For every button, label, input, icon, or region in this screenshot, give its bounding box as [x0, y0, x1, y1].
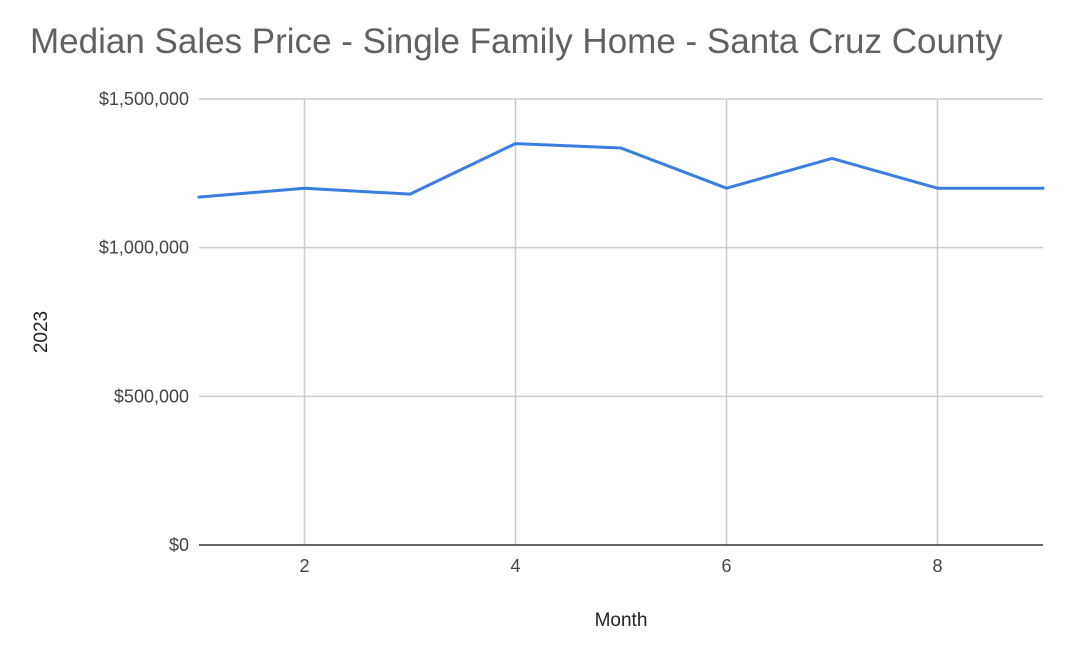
y-axis-title: 2023 — [31, 311, 52, 353]
data-point — [936, 186, 939, 190]
x-tick-label: 4 — [510, 556, 520, 576]
data-point — [197, 195, 201, 199]
x-tick-label: 2 — [299, 556, 309, 576]
data-point — [514, 142, 517, 146]
series-line — [197, 142, 1045, 199]
data-point — [1041, 186, 1045, 190]
series-layer — [197, 142, 1045, 199]
data-point — [619, 146, 623, 150]
chart-title: Median Sales Price - Single Family Home … — [30, 22, 1003, 61]
data-point — [725, 186, 728, 190]
data-point — [830, 156, 834, 160]
y-tick-label: $0 — [169, 535, 189, 555]
x-tick-label: 6 — [721, 556, 731, 576]
y-tick-label: $1,500,000 — [99, 89, 189, 109]
data-point — [408, 192, 412, 196]
y-axis-tick-labels: $0 $500,000 $1,000,000 $1,500,000 — [99, 89, 189, 555]
y-tick-label: $500,000 — [114, 386, 189, 406]
y-tick-label: $1,000,000 — [99, 238, 189, 258]
x-axis-title: Month — [595, 610, 648, 631]
data-point — [303, 186, 306, 190]
x-axis-tick-labels: 2 4 6 8 — [299, 556, 942, 576]
grid-lines — [199, 98, 1043, 545]
x-tick-label: 8 — [932, 556, 942, 576]
